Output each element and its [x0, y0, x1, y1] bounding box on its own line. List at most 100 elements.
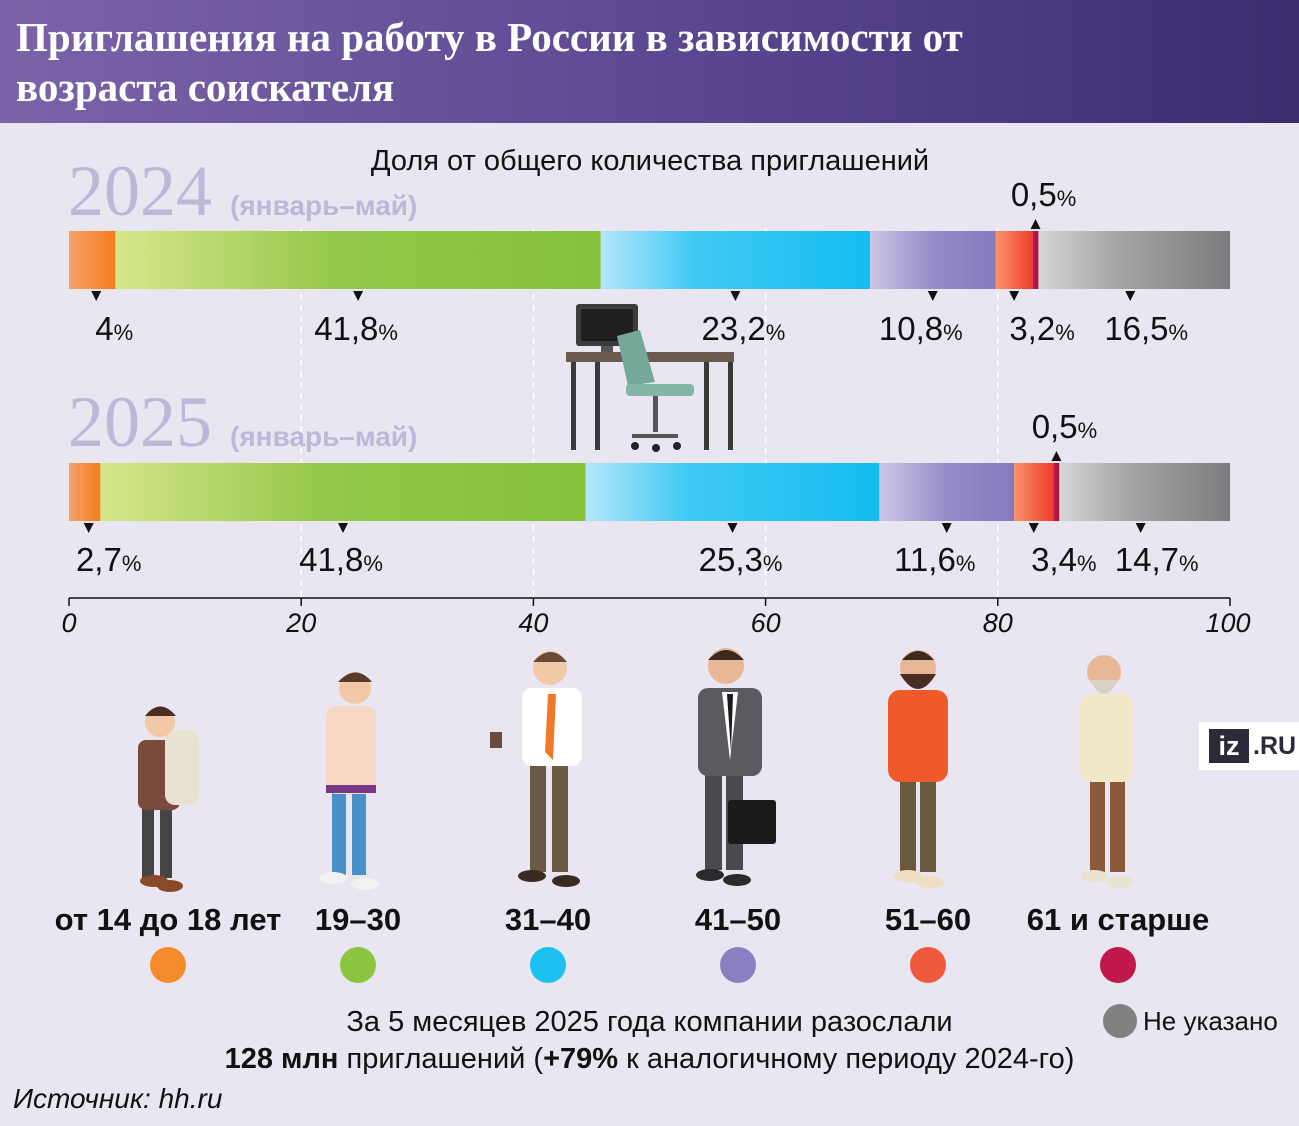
label-2025-seg-5: 0,5%: [1032, 408, 1097, 445]
chart-subtitle: Доля от общего количества приглашений: [371, 145, 929, 177]
arrow-2025-seg-5: [1051, 451, 1062, 461]
bar-2024-seg-4: [995, 231, 1033, 289]
bar-2024-seg-3: [870, 231, 996, 289]
legend-dot-61-plus: [1100, 947, 1136, 983]
legend-dot-31-40: [530, 947, 566, 983]
bar-2024-seg-6: [1038, 231, 1230, 289]
summary-growth: +79%: [543, 1043, 619, 1075]
label-2024-seg-5: 0,5%: [1011, 176, 1076, 213]
bar-2025-seg-1: [100, 463, 586, 521]
year-2025-heading: 2025 (январь–май): [68, 382, 417, 462]
izru-logo: iz .RU: [1199, 722, 1299, 770]
pct-2025-seg-6: %: [1179, 551, 1199, 576]
arrow-2024-seg-4: [1009, 291, 1020, 301]
arrow-2025-seg-2: [727, 523, 738, 533]
pct-2024-seg-6: %: [1169, 320, 1189, 345]
desk-chair-illustration: [566, 304, 734, 452]
x-tick-label-0: 0: [61, 608, 76, 638]
people-illustrations: [0, 640, 1299, 900]
label-2025-seg-1: 41,8%: [299, 541, 383, 578]
source-note: Источник: hh.ru: [13, 1083, 223, 1114]
arrow-2025-seg-6: [1135, 523, 1146, 533]
pct-2025-seg-0: %: [122, 551, 142, 576]
year-2024-heading: 2024 (январь–май): [68, 151, 417, 231]
bar-2025-seg-2: [585, 463, 880, 521]
arrow-2025-seg-3: [941, 523, 952, 533]
label-2024-seg-0: 4%: [95, 310, 133, 347]
age-label-61-plus: 61 и старше: [1026, 902, 1210, 937]
bearded-person-icon: [888, 650, 948, 888]
year-2024-period: (январь–май): [230, 190, 417, 221]
arrow-2025-seg-0: [83, 523, 94, 533]
bar-2025-seg-6: [1059, 463, 1230, 521]
pct-2025-seg-3: %: [956, 551, 976, 576]
business-person-icon: [696, 648, 776, 886]
year-2025-label: 2025: [68, 382, 212, 462]
legend-not-specified: Не указано: [1103, 1004, 1278, 1038]
pct-2024-seg-1: %: [378, 320, 398, 345]
bar-2025-seg-5: [1053, 463, 1060, 521]
legend-dot-14-18: [150, 947, 186, 983]
label-2024-seg-3: 10,8%: [879, 310, 963, 347]
arrow-2024-seg-3: [927, 291, 938, 301]
pct-2024-seg-0: %: [114, 320, 134, 345]
bar-2025-seg-0: [69, 463, 101, 521]
pct-2025-seg-1: %: [363, 551, 383, 576]
logo-iz: iz: [1209, 729, 1249, 763]
arrow-2025-seg-1: [337, 523, 348, 533]
label-2025-seg-6: 14,7%: [1115, 541, 1199, 578]
summary-count: 128 млн: [224, 1043, 339, 1075]
label-2024-seg-6: 16,5%: [1104, 310, 1188, 347]
page-title: Приглашения на работу в России в зависим…: [16, 14, 963, 110]
x-tick-label-80: 80: [983, 608, 1013, 638]
summary-line-1: За 5 месяцев 2025 года компании разослал…: [346, 1006, 953, 1038]
legend-dot-51-60: [910, 947, 946, 983]
adult-tie-person-icon: [490, 651, 582, 887]
arrow-2024-seg-0: [91, 291, 102, 301]
year-2025-period: (январь–май): [230, 421, 417, 452]
pct-2024-seg-5: %: [1057, 186, 1077, 211]
year-2024-label: 2024: [68, 151, 212, 231]
x-tick-label-40: 40: [518, 608, 548, 638]
arrow-2024-seg-5: [1030, 219, 1041, 229]
x-tick-label-100: 100: [1205, 608, 1250, 638]
pct-2024-seg-4: %: [1055, 320, 1075, 345]
legend-dot-41-50: [720, 947, 756, 983]
bar-2024-seg-5: [1032, 231, 1039, 289]
age-label-51-60: 51–60: [884, 902, 972, 937]
summary-mid: приглашений (: [338, 1043, 544, 1075]
legend-dot-not-specified: [1103, 1004, 1137, 1038]
age-label-31-40: 31–40: [504, 902, 592, 937]
label-2025-seg-3: 11,6%: [894, 541, 975, 578]
arrow-2025-seg-4: [1028, 523, 1039, 533]
header-banner: Приглашения на работу в России в зависим…: [0, 0, 1299, 123]
arrow-2024-seg-6: [1125, 291, 1136, 301]
bar-2025-seg-3: [879, 463, 1015, 521]
label-2025-seg-2: 25,3%: [699, 541, 783, 578]
bar-2025-seg-4: [1014, 463, 1054, 521]
label-2024-seg-4: 3,2%: [1009, 310, 1074, 347]
pct-2024-seg-3: %: [943, 320, 963, 345]
pct-2025-seg-4: %: [1077, 551, 1097, 576]
bar-2024-seg-2: [600, 231, 871, 289]
label-2024-seg-2: 23,2%: [702, 310, 786, 347]
age-label-14-18: от 14 до 18 лет: [54, 902, 282, 937]
pct-2025-seg-5: %: [1078, 418, 1098, 443]
young-adult-person-icon: [319, 672, 379, 890]
x-tick-label-20: 20: [285, 608, 316, 638]
summary-line-2: 128 млн приглашений (+79% к аналогичному…: [0, 1043, 1299, 1076]
age-label-19-30: 19–30: [314, 902, 402, 937]
legend-dot-19-30: [340, 947, 376, 983]
arrow-2024-seg-2: [730, 291, 741, 301]
label-2024-seg-1: 41,8%: [314, 310, 398, 347]
teen-person-icon: [138, 706, 199, 892]
pct-2025-seg-2: %: [763, 551, 783, 576]
summary-end: к аналогичному периоду 2024-го): [618, 1043, 1075, 1075]
label-2025-seg-0: 2,7%: [76, 541, 141, 578]
logo-ru: .RU: [1253, 732, 1297, 760]
label-2025-seg-4: 3,4%: [1031, 541, 1096, 578]
legend-not-specified-label: Не указано: [1143, 1005, 1278, 1036]
bar-2024-seg-1: [115, 231, 601, 289]
bar-2024-seg-0: [69, 231, 116, 289]
senior-person-icon: [1080, 655, 1134, 888]
